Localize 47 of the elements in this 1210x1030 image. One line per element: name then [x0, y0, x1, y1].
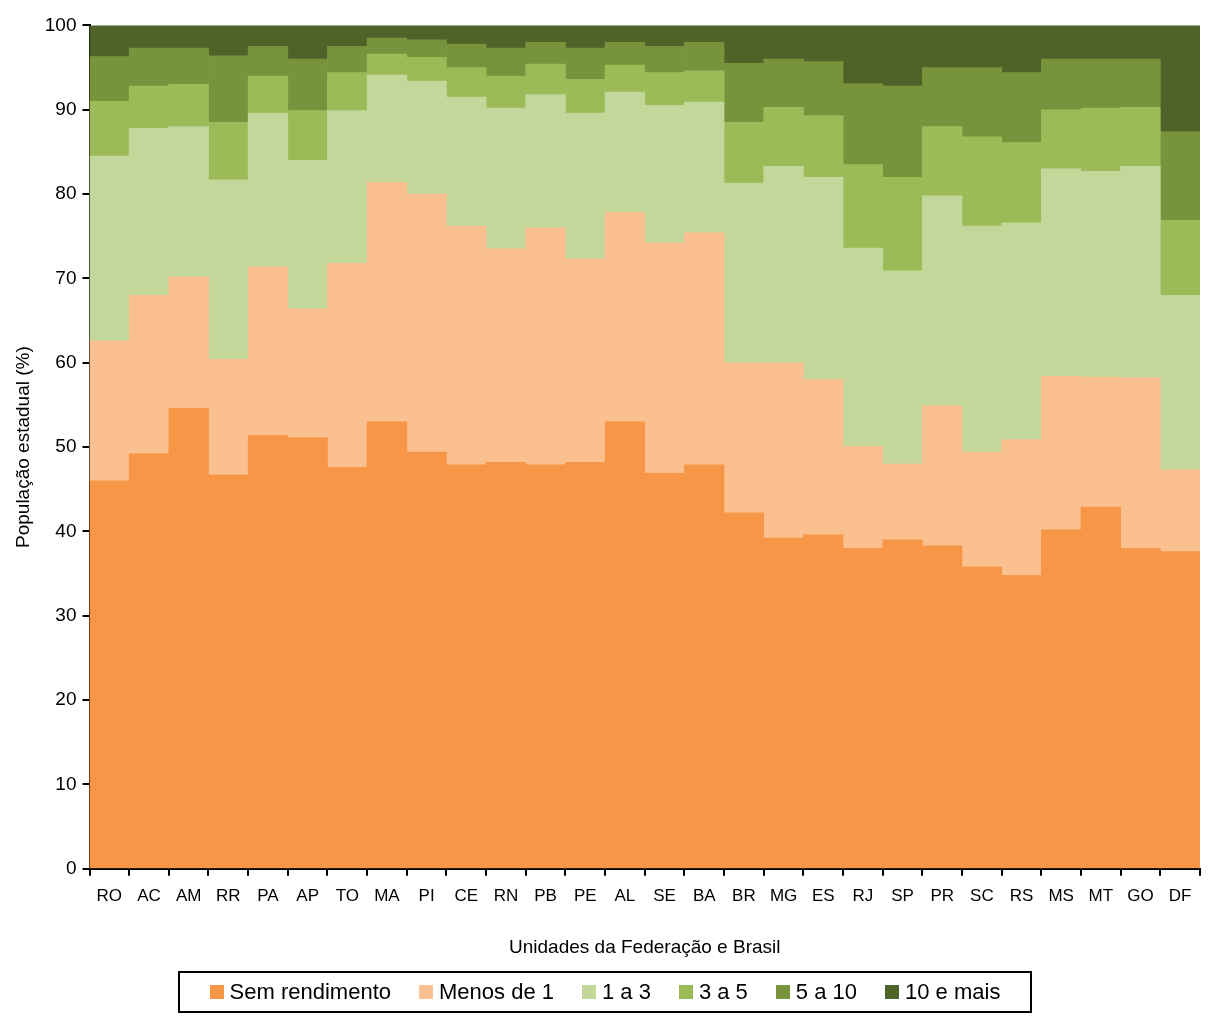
x-tick-label: TO [335, 885, 359, 905]
legend-label: 5 a 10 [795, 979, 858, 1005]
x-tick-label: BA [692, 885, 717, 905]
x-tick-label: AP [296, 885, 319, 905]
x-tick-label: PI [418, 885, 435, 905]
x-tick-label: MA [374, 885, 401, 905]
x-tick-label: RR [216, 885, 241, 905]
y-tick-label: 0 [65, 857, 77, 879]
x-tick-label: MS [1048, 885, 1074, 905]
x-tick-label: RO [96, 885, 123, 905]
x-tick-label: GO [1127, 885, 1154, 905]
x-tick-label: RN [493, 885, 519, 905]
x-tick-label: MT [1088, 885, 1114, 905]
y-tick-label: 10 [55, 772, 77, 794]
legend-label: 10 e mais [905, 979, 1001, 1005]
y-tick-label: 90 [55, 97, 77, 119]
x-tick-label: CE [454, 885, 479, 905]
x-tick-label: PB [534, 885, 557, 905]
x-tick-label: RJ [852, 885, 874, 905]
legend-label: Menos de 1 [439, 979, 554, 1005]
x-tick-label: SE [653, 885, 676, 905]
x-tick-label: SC [970, 885, 994, 905]
y-tick-label: 20 [55, 688, 77, 710]
x-axis-title: Unidades da Federação e Brasil [509, 935, 781, 957]
x-tick-label: RS [1009, 885, 1034, 905]
y-tick-label: 80 [55, 182, 77, 204]
y-tick-label: 60 [55, 350, 77, 372]
legend-label: 1 a 3 [601, 979, 651, 1005]
y-tick-label: 30 [55, 604, 77, 626]
legend-label: 3 a 5 [698, 979, 748, 1005]
y-tick-label: 100 [44, 13, 77, 35]
legend-label: Sem rendimento [229, 979, 391, 1005]
x-tick-label: DF [1168, 885, 1192, 905]
x-tick-label: ES [811, 885, 835, 905]
x-tick-label: PA [257, 885, 280, 905]
x-tick-label: BR [732, 885, 756, 905]
x-tick-label: MG [769, 885, 798, 905]
y-axis-title: População estadual (%) [11, 346, 33, 548]
x-tick-label: PR [930, 885, 955, 905]
x-tick-label: PE [573, 885, 597, 905]
y-tick-label: 50 [55, 435, 77, 457]
x-tick-label: AL [614, 885, 636, 905]
y-tick-label: 70 [55, 266, 77, 288]
y-tick-label: 40 [55, 519, 77, 541]
x-tick-label: AC [137, 885, 161, 905]
x-tick-label: AM [175, 885, 202, 905]
x-tick-label: SP [891, 885, 914, 905]
